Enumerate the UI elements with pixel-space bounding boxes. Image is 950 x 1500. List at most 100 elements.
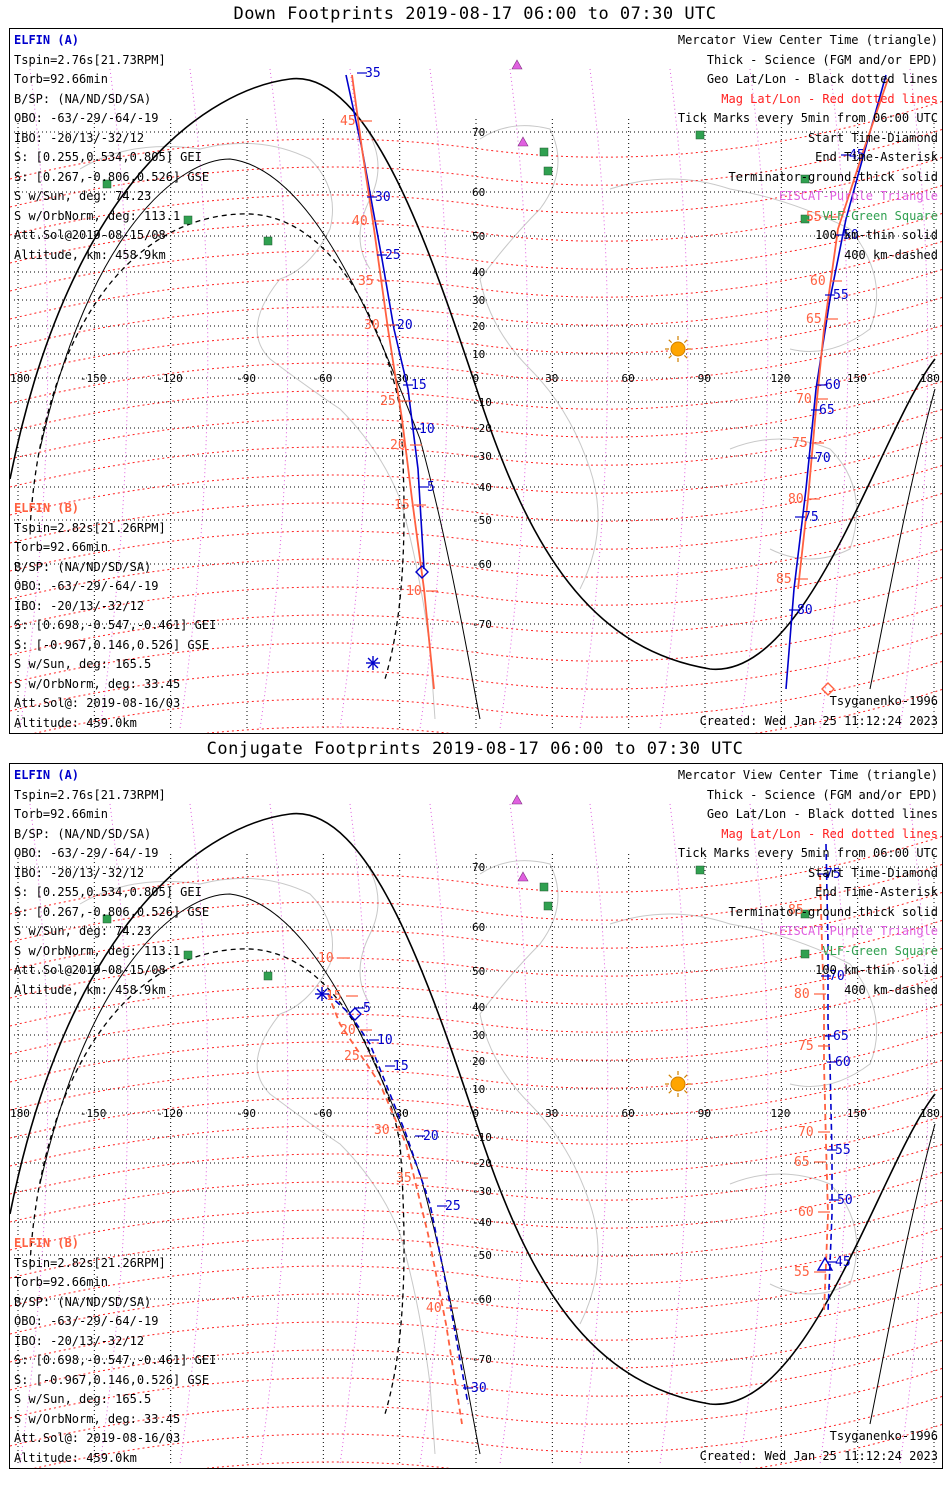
lon-tick-label: 60: [621, 372, 634, 385]
track-a-time-label: 5: [427, 480, 435, 495]
info-line: S w/Sun, deg: 74.23: [14, 189, 152, 203]
sun-icon: [665, 336, 691, 362]
info-line: Torb=92.66min: [14, 540, 108, 554]
track-a-time-label: 70: [829, 969, 845, 984]
mag-longitude: [899, 803, 929, 1465]
legend-item: Mercator View Center Time (triangle): [677, 33, 938, 47]
track-a-time-label: 10: [377, 1033, 393, 1048]
info-line: S: [0.698,-0.547,-0.461] GEI: [14, 1353, 217, 1367]
vlf-station-marker: [183, 215, 193, 225]
legend-item: VLF-Green Square: [822, 943, 938, 958]
credits: Tsyganenko-1996 Created: Wed Jan 25 11:1…: [700, 1427, 938, 1466]
vlf-station-marker: [183, 950, 193, 960]
mag-longitude: [499, 803, 529, 1465]
lon-tick-label: 180: [920, 1107, 940, 1120]
vlf-station-marker: [543, 166, 553, 176]
lon-tick-label: -90: [236, 1107, 256, 1120]
legend-item: Mag Lat/Lon - Red dotted lines: [721, 826, 938, 841]
mag-longitude: [579, 803, 609, 1465]
terminator-edge: [869, 1123, 936, 1425]
info-line: Att.Sol@2019-08-15/08: [14, 963, 166, 977]
track-b-time-label: 75: [798, 1039, 814, 1054]
lon-tick-label: -120: [156, 1107, 183, 1120]
lat-tick-label: 50: [472, 965, 485, 978]
track-b-time-label: 60: [810, 274, 826, 289]
track-b-time-label: 35: [358, 274, 374, 289]
info-line: Tspin=2.76s[21.73RPM]: [14, 787, 166, 802]
track-b-time-label: 20: [390, 438, 406, 453]
lat-tick-label: -50: [472, 514, 492, 527]
terminator-100km: [39, 158, 481, 720]
info-line: Altitude: 459.0km: [14, 715, 137, 730]
map-panel-conjugate: 180 -150 -120 -90 -60 -30 0 30 60 90 120 150 180 70 60…: [9, 763, 943, 1469]
track-b-time-label: 60: [798, 1205, 814, 1220]
lat-tick-label: -40: [472, 481, 492, 494]
lat-tick-label: 70: [472, 126, 485, 139]
info-line: IBO: -20/13/-32/12: [14, 598, 145, 613]
end-asterisk-marker: [367, 657, 379, 669]
created-timestamp: Created: Wed Jan 25 11:12:24 2023: [699, 713, 938, 728]
lon-tick-label: 150: [847, 372, 867, 385]
legend-item: End Time-Asterisk: [815, 150, 938, 164]
track-labels: 5101520253075706560555045101520253035408…: [318, 867, 853, 1396]
track-b-time-label: 25: [380, 394, 396, 409]
lon-tick-label: -60: [313, 372, 333, 385]
vlf-station-marker: [800, 174, 810, 184]
mag-longitude: [579, 68, 609, 730]
eiscat-station-marker: [517, 871, 529, 882]
terminator-ground: [10, 78, 936, 670]
start-diamond-marker: [348, 1007, 362, 1021]
track-a-time-label: 60: [835, 1055, 851, 1070]
info-line: S w/OrbNorm, deg: 113.1: [14, 208, 181, 223]
legend-item: VLF-Green Square: [822, 208, 938, 223]
sun-ray: [683, 1089, 688, 1094]
track-a-time-label: 70: [815, 451, 831, 466]
legend-item: Mag Lat/Lon - Red dotted lines: [721, 91, 938, 106]
track-b-time-label: 75: [792, 436, 808, 451]
lat-tick-label: -30: [472, 450, 492, 463]
legend-item: Thick - Science (FGM and/or EPD): [706, 787, 938, 802]
lat-tick-label: -60: [472, 1293, 492, 1306]
info-line: IBO: -20/13/-32/12: [14, 1333, 145, 1348]
mag-longitude: [259, 803, 289, 1465]
mag-longitude: [659, 803, 689, 1465]
mag-longitude: [259, 68, 289, 730]
lon-tick-label: 120: [771, 372, 791, 385]
info-line: B/SP: (NA/ND/SD/SA): [14, 826, 152, 841]
info-line: S: [0.255,0.534,0.805] GEI: [14, 150, 202, 164]
legend-item: 400 km-dashed: [844, 982, 938, 997]
legend-item: 400 km-dashed: [844, 247, 938, 262]
track-b-time-label: 40: [352, 214, 368, 229]
mag-longitude: [499, 68, 529, 730]
legend-item: Thick - Science (FGM and/or EPD): [706, 52, 938, 67]
mag-longitude: [179, 803, 209, 1465]
info-line: S w/OrbNorm, deg: 33.45: [14, 1411, 181, 1426]
lon-tick-label: 180: [920, 372, 940, 385]
lat-tick-label: -20: [472, 422, 492, 435]
info-line: S w/Sun, deg: 165.5: [14, 1392, 152, 1406]
sat-b-info: ELFIN (B) Tspin=2.82s[21.26RPM] Torb=92.6…: [14, 499, 216, 733]
track-a-time-label: 50: [843, 228, 859, 243]
start-diamond-marker: [821, 682, 835, 696]
track-b-time-label: 65: [794, 1155, 810, 1170]
legend-item: Geo Lat/Lon - Black dotted lines: [706, 72, 938, 86]
lon-tick-label: 0: [472, 1107, 479, 1120]
info-line: Att.Sol@: 2019-08-16/03: [14, 696, 181, 710]
sat-a-name: ELFIN (A): [14, 33, 80, 47]
center-time-triangle-marker: [816, 1256, 834, 1271]
info-line: Altitude, km: 458.9km: [14, 247, 166, 262]
track-b-time-label: 10: [406, 584, 422, 599]
track-markers: [315, 987, 834, 1271]
lon-tick-label: 90: [698, 372, 711, 385]
credits: Tsyganenko-1996 Created: Wed Jan 25 11:1…: [700, 692, 938, 731]
sun-ray: [668, 354, 673, 359]
mag-longitude-grid: [19, 803, 929, 1465]
info-line: Tspin=2.82s[21.26RPM]: [14, 520, 166, 535]
lon-tick-label: -150: [80, 372, 107, 385]
vlf-station-marker: [102, 179, 112, 189]
track-a-time-label: 45: [849, 148, 865, 163]
sat-b-name: ELFIN (B): [14, 501, 80, 515]
track-b-time-label: 85: [776, 572, 792, 587]
coastline: [359, 853, 379, 1005]
info-line: S w/Sun, deg: 165.5: [14, 657, 152, 671]
